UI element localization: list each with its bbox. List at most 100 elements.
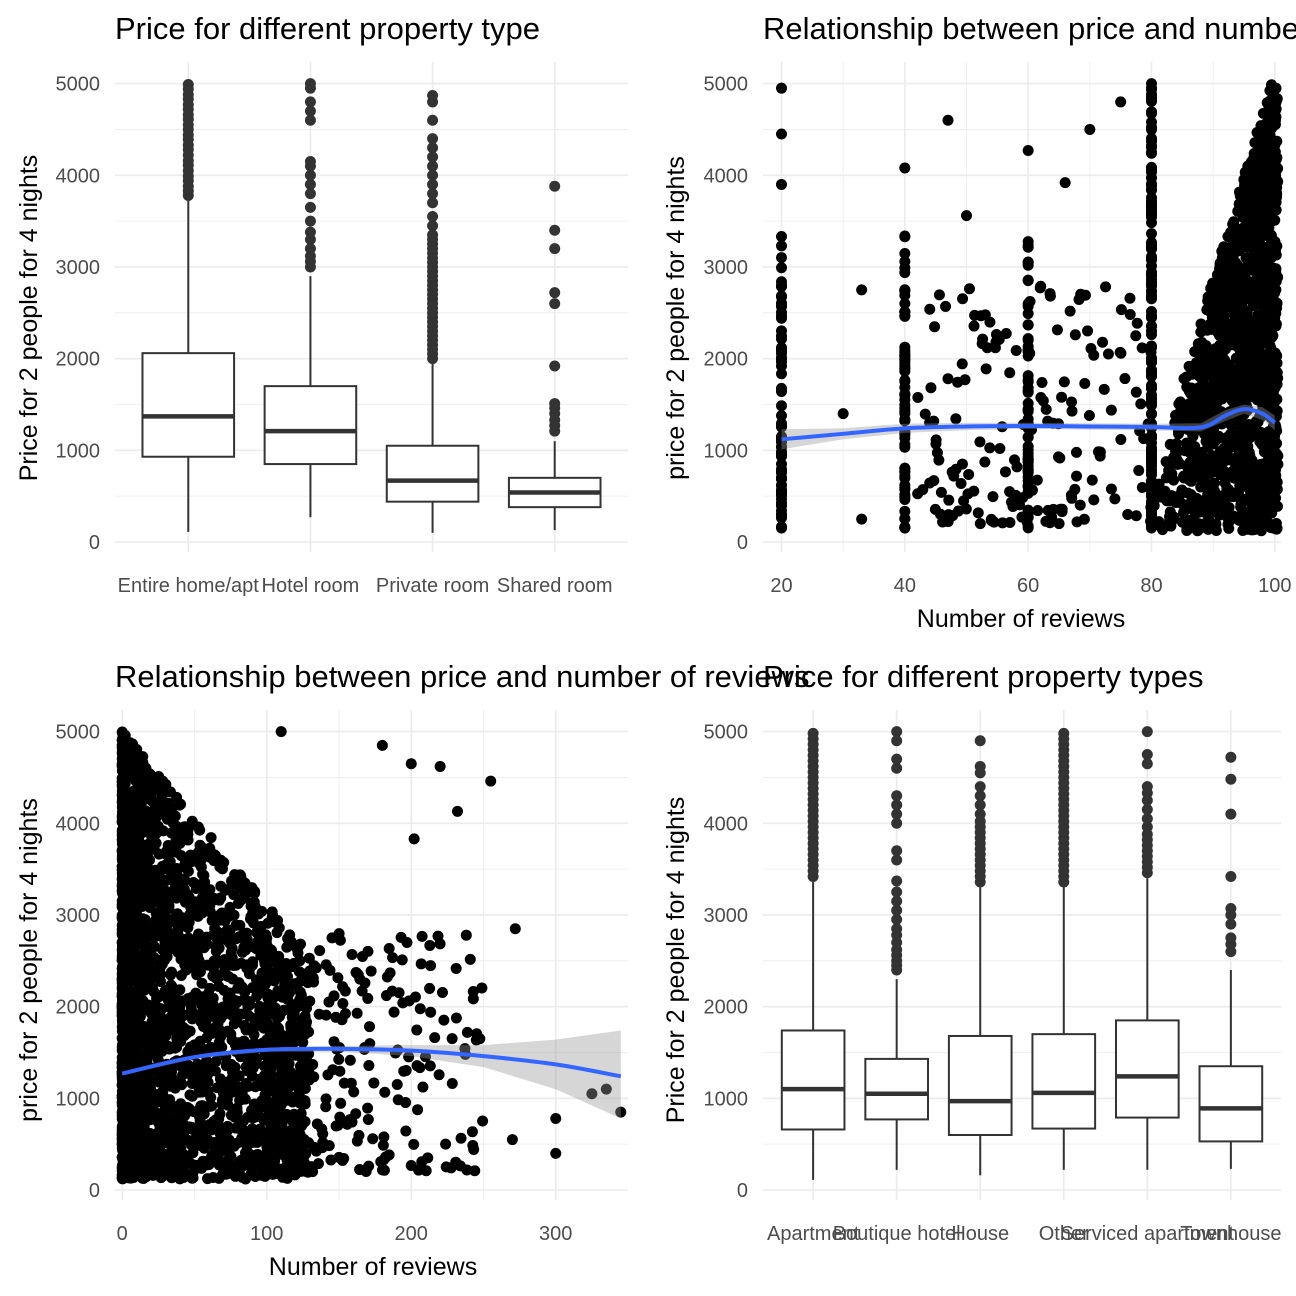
scatter-point [1168, 474, 1180, 486]
scatter-point [899, 230, 911, 242]
scatter-cloud [116, 726, 627, 1185]
scatter-point [1146, 78, 1157, 90]
scatter-point [139, 1054, 151, 1066]
scatter-point [262, 1017, 274, 1029]
scatter-point [1270, 410, 1282, 422]
box-iqr [141, 352, 236, 458]
scatter-point [1188, 501, 1200, 513]
scatter-point [1088, 494, 1100, 506]
scatter-point [307, 1059, 319, 1071]
scatter-point [1056, 391, 1068, 403]
scatter-point [117, 822, 129, 834]
scatter-point [1238, 357, 1250, 369]
scatter-point [1059, 177, 1071, 189]
scatter-point [241, 927, 253, 939]
scatter-point [417, 1081, 429, 1093]
scatter-point [1208, 477, 1220, 489]
scatter-point [1146, 446, 1157, 458]
scatter-point [1074, 499, 1086, 511]
scatter-point [948, 470, 960, 482]
scatter-point [147, 1169, 159, 1181]
y-tick-label: 2000 [56, 349, 101, 371]
scatter-point [1238, 237, 1250, 249]
scatter-point [171, 791, 183, 803]
outlier-point [427, 211, 439, 223]
scatter-point [424, 939, 436, 951]
scatter-point [1176, 484, 1188, 496]
scatter-point [425, 1006, 437, 1018]
y-tick-label: 4000 [704, 165, 749, 187]
scatter-point [243, 1010, 255, 1022]
scatter-point [1251, 321, 1263, 333]
scatter-point [1223, 501, 1235, 513]
scatter-point [1040, 403, 1052, 415]
scatter-point [1233, 415, 1245, 427]
scatter-point [924, 303, 936, 315]
scatter-point [213, 1113, 225, 1125]
scatter-point [391, 1079, 403, 1091]
scatter-point [1174, 396, 1186, 408]
scatter-point [135, 1112, 147, 1124]
scatter-point [1146, 454, 1157, 466]
scatter-point [984, 442, 996, 454]
scatter-point [254, 1080, 266, 1092]
box-0 [141, 79, 236, 532]
scatter-point [929, 321, 941, 333]
scatter-point [980, 363, 992, 375]
scatter-point [148, 868, 160, 880]
scatter-point [408, 1138, 420, 1150]
scatter-point [182, 1045, 194, 1057]
scatter-point [460, 929, 472, 941]
outlier-point [304, 78, 316, 90]
scatter-point [1263, 275, 1275, 287]
scatter-point [147, 888, 159, 900]
scatter-point [1100, 281, 1112, 293]
scatter-point [1254, 383, 1266, 395]
scatter-point [1245, 460, 1257, 472]
outlier-point [427, 169, 439, 181]
scatter-point [1269, 145, 1281, 157]
scatter-point [1115, 433, 1127, 445]
scatter-point [118, 765, 130, 777]
scatter-point [1022, 403, 1034, 415]
scatter-point [1115, 304, 1127, 316]
scatter-point [1022, 465, 1034, 477]
scatter-point [314, 945, 326, 957]
scatter-point [963, 283, 975, 295]
scatter-point [899, 285, 911, 297]
scatter-point [899, 429, 911, 441]
scatter-point [190, 987, 202, 999]
scatter-point [1136, 342, 1148, 354]
scatter-point [384, 967, 396, 979]
scatter-point [776, 344, 787, 356]
scatter-point [1267, 522, 1279, 534]
scatter-point [776, 231, 787, 243]
scatter-point [1146, 393, 1157, 405]
outlier-point [427, 178, 439, 190]
scatter-point [1004, 486, 1016, 498]
panel-marks [776, 78, 1284, 537]
scatter-point [1124, 292, 1136, 304]
scatter-point [143, 818, 155, 830]
scatter-point [776, 505, 787, 517]
scatter-point [339, 1008, 351, 1020]
scatter-point [1053, 518, 1065, 530]
scatter-point [334, 1065, 346, 1077]
scatter-point [1246, 156, 1258, 168]
scatter-point [1119, 373, 1131, 385]
scatter-point [139, 945, 151, 957]
scatter-point [1044, 288, 1056, 300]
scatter-point [924, 477, 936, 489]
scatter-point [219, 1004, 231, 1016]
scatter-point [455, 1132, 467, 1144]
scatter-point [1271, 371, 1283, 383]
scatter-point [424, 982, 436, 994]
scatter-point [1218, 445, 1230, 457]
scatter-point [1153, 478, 1165, 490]
scatter-point [156, 958, 168, 970]
scatter-point [348, 1086, 360, 1098]
scatter-point [192, 1121, 204, 1133]
scatter-point [132, 1127, 144, 1139]
scatter-point [142, 1023, 154, 1035]
scatter-point [776, 240, 787, 252]
